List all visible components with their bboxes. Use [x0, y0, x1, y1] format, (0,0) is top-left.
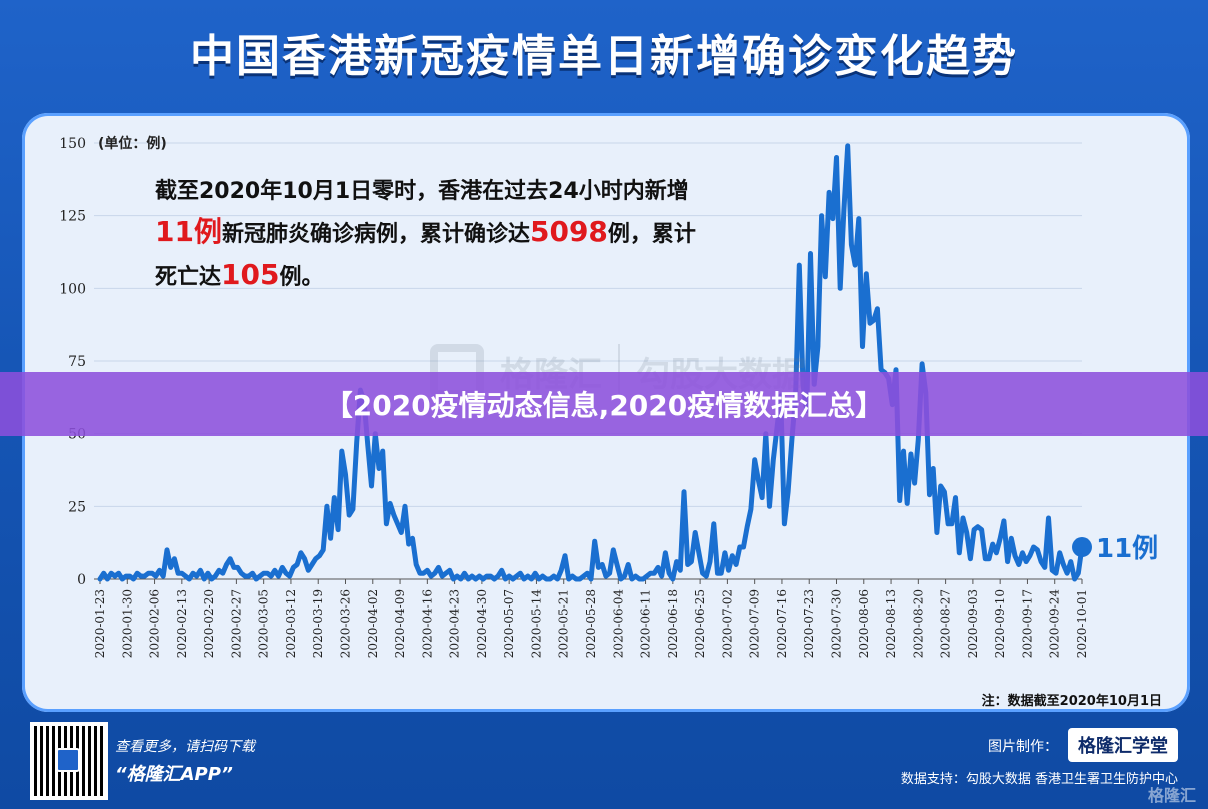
- x-tick-label: 2020-03-05: [257, 589, 271, 658]
- x-tick-label: 2020-02-20: [202, 589, 216, 658]
- series-line: [97, 143, 1085, 582]
- qr-code[interactable]: [30, 722, 108, 800]
- new-cases-value: 11例: [155, 215, 222, 248]
- deaths-value: 105: [221, 258, 280, 291]
- scan-prompt: 查看更多，请扫码下载: [115, 739, 255, 755]
- y-tick-label: 150: [59, 136, 86, 152]
- x-tick-label: 2020-07-23: [802, 589, 816, 658]
- annotation-line-1: 截至2020年10月1日零时，香港在过去24小时内新增: [155, 179, 689, 204]
- end-point: [1072, 537, 1092, 558]
- y-tick-label: 125: [59, 209, 86, 225]
- x-tick-label: 2020-09-03: [966, 589, 980, 658]
- y-tick-label: 100: [59, 281, 86, 297]
- corner-watermark: 格隆汇: [1147, 786, 1196, 805]
- x-tick-label: 2020-09-17: [1020, 589, 1034, 658]
- y-tick-label: 75: [68, 354, 86, 370]
- x-tick-label: 2020-08-06: [857, 589, 871, 658]
- x-tick-label: 2020-05-14: [529, 589, 543, 659]
- annotation-line-3: 死亡达105例。: [155, 258, 324, 291]
- x-tick-label: 2020-08-27: [939, 589, 953, 658]
- x-tick-label: 2020-06-11: [639, 589, 653, 658]
- x-tick-label: 2020-08-20: [911, 589, 925, 658]
- x-tick-label: 2020-08-13: [884, 589, 898, 658]
- maker-label: 图片制作：: [988, 739, 1058, 755]
- x-tick-label: 2020-04-23: [448, 589, 462, 658]
- app-name: “格隆汇APP”: [115, 764, 233, 785]
- x-tick-label: 2020-07-30: [830, 589, 844, 658]
- x-tick-label: 2020-05-07: [502, 589, 516, 658]
- x-tick-label: 2020-03-19: [311, 589, 325, 658]
- page-title: 中国香港新冠疫情单日新增确诊变化趋势: [190, 31, 1018, 82]
- x-tick-label: 2020-04-09: [393, 589, 407, 658]
- y-tick-label: 0: [77, 572, 86, 588]
- x-tick-label: 2020-05-21: [557, 589, 571, 658]
- x-tick-label: 2020-09-10: [993, 589, 1007, 658]
- overlay-banner[interactable]: 【2020疫情动态信息,2020疫情数据汇总】: [0, 372, 1208, 436]
- x-tick-label: 2020-07-16: [775, 589, 789, 658]
- x-tick-label: 2020-02-06: [148, 589, 162, 658]
- x-tick-label: 2020-06-04: [611, 589, 625, 659]
- chart-annotation: 截至2020年10月1日零时，香港在过去24小时内新增 11例新冠肺炎确诊病例，…: [155, 172, 795, 298]
- x-tick-label: 2020-03-12: [284, 589, 298, 658]
- annotation-line-2: 11例新冠肺炎确诊病例，累计确诊达5098例，累计: [155, 215, 696, 248]
- x-tick-label: 2020-02-13: [175, 589, 189, 658]
- x-tick-label: 2020-07-09: [748, 589, 762, 658]
- x-tick-label: 2020-04-30: [475, 589, 489, 658]
- x-tick-label: 2020-04-02: [366, 589, 380, 658]
- line-chart: 0255075100125150(单位：例)2020-01-232020-01-…: [59, 135, 1158, 659]
- x-tick-label: 2020-07-02: [720, 589, 734, 658]
- x-tick-label: 2020-06-18: [666, 589, 680, 658]
- end-point-label: 11例: [1096, 534, 1158, 564]
- total-cases-value: 5098: [529, 215, 608, 248]
- x-tick-label: 2020-03-26: [339, 589, 353, 658]
- x-tick-label: 2020-09-24: [1048, 589, 1062, 659]
- maker-logo: 格隆汇学堂: [1068, 728, 1178, 762]
- watermark-divider: [618, 344, 620, 398]
- x-tick-label: 2020-10-01: [1075, 589, 1089, 658]
- x-tick-label: 2020-01-23: [93, 589, 107, 658]
- x-tick-label: 2020-01-30: [120, 589, 134, 658]
- data-source: 数据支持：勾股大数据 香港卫生署卫生防护中心: [900, 772, 1178, 787]
- qr-logo-icon: [56, 748, 80, 772]
- x-tick-label: 2020-06-25: [693, 589, 707, 658]
- x-tick-label: 2020-04-16: [420, 589, 434, 658]
- y-axis-label: (单位：例): [98, 135, 167, 152]
- data-note: 注：数据截至2020年10月1日: [981, 694, 1162, 709]
- x-tick-label: 2020-05-28: [584, 589, 598, 658]
- x-tick-label: 2020-02-27: [229, 589, 243, 658]
- y-tick-label: 25: [68, 499, 86, 515]
